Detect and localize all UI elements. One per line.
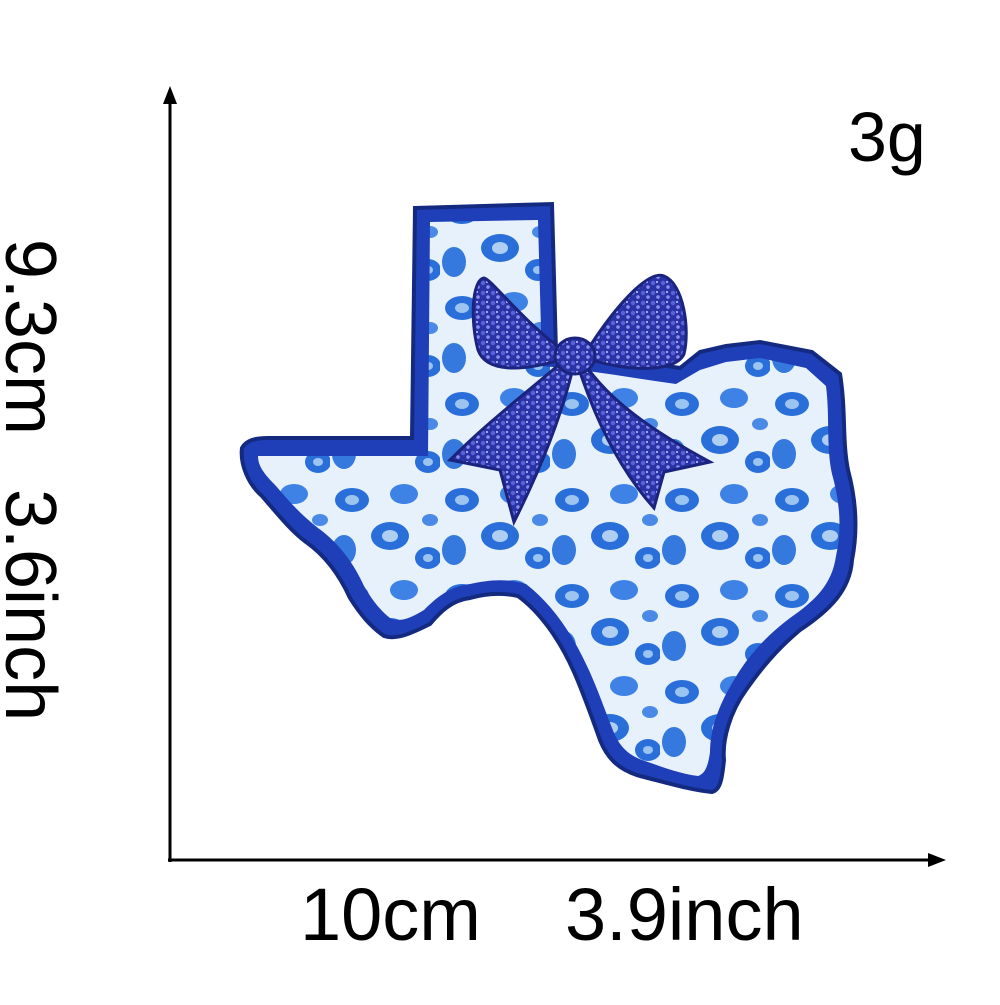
bow-left-tail xyxy=(446,359,574,527)
width-cm-label: 10cm xyxy=(300,873,481,956)
width-inch-label: 3.9inch xyxy=(565,873,804,956)
bow-right-loop xyxy=(588,273,688,370)
bow xyxy=(446,273,715,527)
weight-label: 3g xyxy=(848,98,926,176)
height-axis xyxy=(163,86,177,862)
bow-knot xyxy=(553,336,597,376)
up-arrow-icon xyxy=(163,86,177,104)
bow-left-loop xyxy=(471,276,562,370)
patch-leopard-fill xyxy=(258,220,840,776)
bow-right-tail xyxy=(578,363,715,512)
height-cm-label: 9.3cm xyxy=(0,238,70,435)
right-arrow-icon xyxy=(928,853,946,867)
height-inch-label: 3.6inch xyxy=(0,488,70,722)
width-axis xyxy=(168,853,946,867)
texas-patch xyxy=(239,201,858,795)
